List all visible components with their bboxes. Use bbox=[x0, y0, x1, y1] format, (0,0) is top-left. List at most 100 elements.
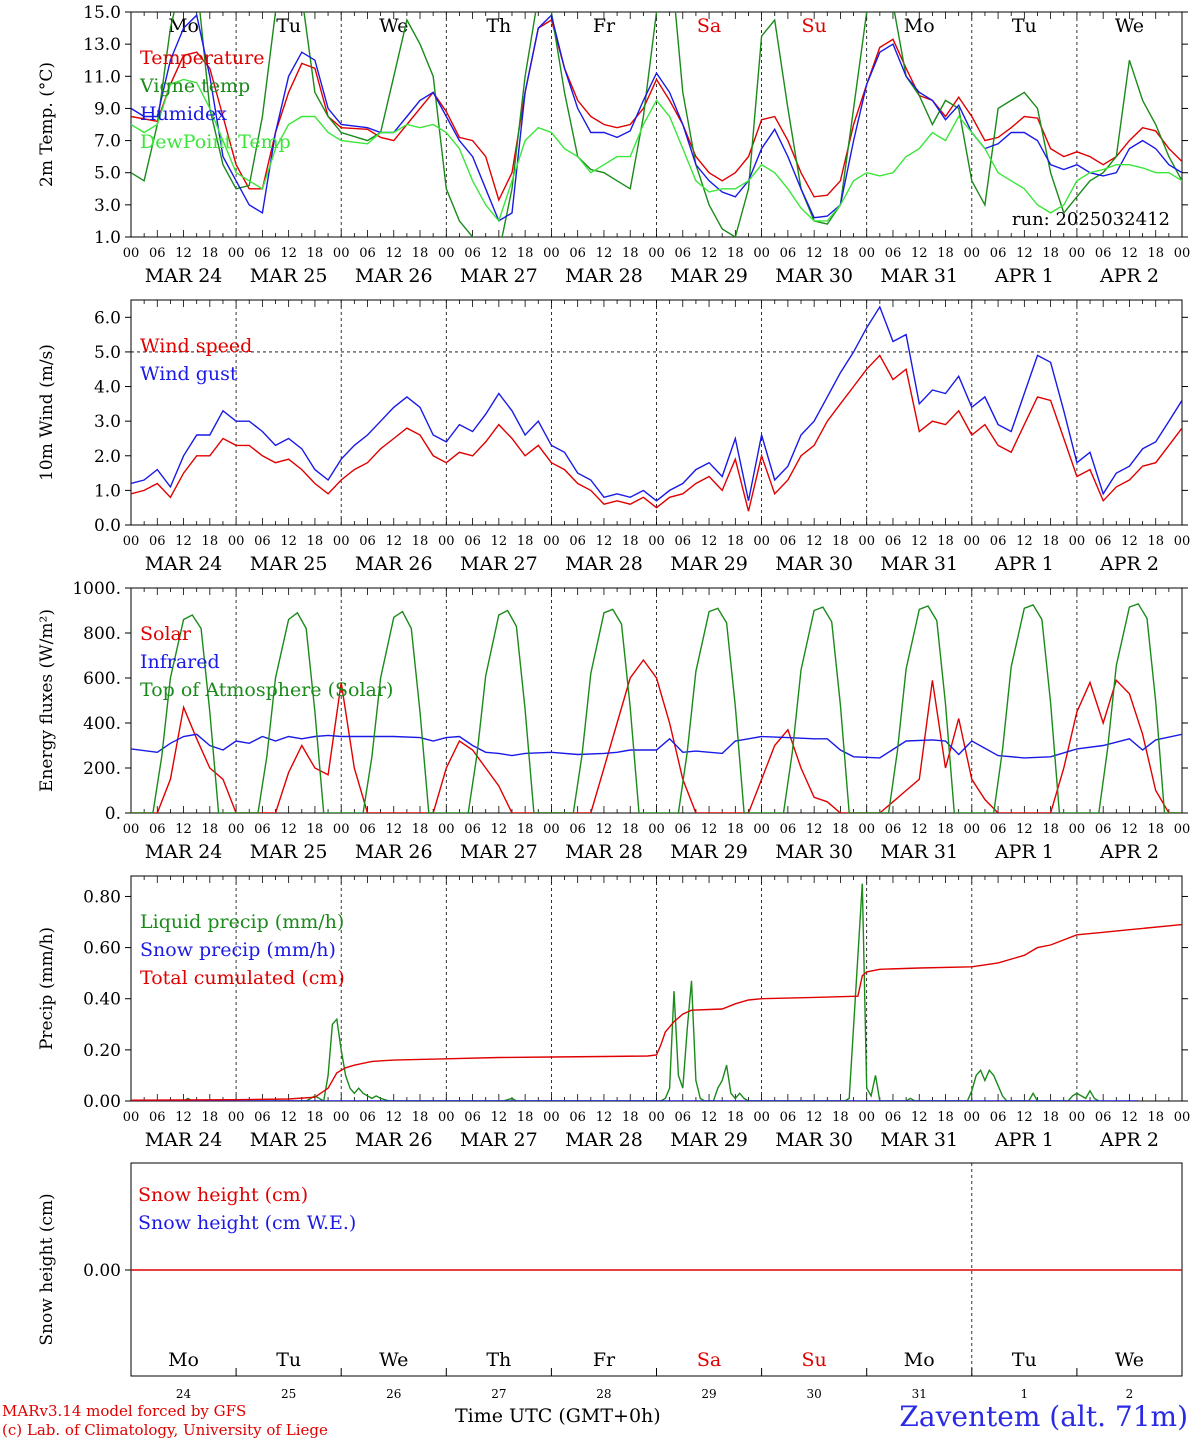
y-axis-label: 2m Temp. (°C) bbox=[37, 62, 57, 187]
hour-tick-label: 12 bbox=[385, 534, 402, 549]
date-label: MAR 28 bbox=[565, 265, 643, 287]
hour-tick-label: 12 bbox=[385, 246, 402, 261]
legend-entry: Wind gust bbox=[140, 363, 238, 385]
hour-tick-label: 18 bbox=[937, 822, 954, 837]
hour-tick-label: 18 bbox=[1042, 1110, 1059, 1125]
day-number-label: 31 bbox=[912, 1387, 927, 1401]
hour-tick-label: 00 bbox=[858, 822, 875, 837]
hour-tick-label: 00 bbox=[858, 246, 875, 261]
date-label: MAR 28 bbox=[565, 841, 643, 863]
y-axis-label: 10m Wind (m/s) bbox=[37, 344, 57, 481]
hour-tick-label: 18 bbox=[832, 246, 849, 261]
hour-tick-label: 18 bbox=[1147, 534, 1164, 549]
hour-tick-label: 00 bbox=[123, 1110, 140, 1125]
date-label: MAR 24 bbox=[145, 265, 223, 287]
hour-tick-label: 12 bbox=[491, 1110, 508, 1125]
y-tick-label: 4.0 bbox=[94, 378, 121, 398]
hour-tick-label: 18 bbox=[622, 822, 639, 837]
hour-tick-label: 12 bbox=[806, 1110, 823, 1125]
legend-entry: DewPoint Temp bbox=[140, 131, 291, 153]
hour-tick-label: 18 bbox=[202, 246, 219, 261]
series-line-humidex bbox=[131, 13, 1182, 222]
series-line-solar bbox=[131, 658, 1182, 813]
date-label: MAR 26 bbox=[355, 265, 433, 287]
legend-entry: Liquid precip (mm/h) bbox=[140, 911, 344, 933]
hour-tick-label: 00 bbox=[228, 246, 245, 261]
hour-tick-label: 18 bbox=[727, 246, 744, 261]
hour-tick-label: 18 bbox=[202, 534, 219, 549]
legend-entry: Temperature bbox=[140, 47, 264, 69]
hour-tick-label: 06 bbox=[1095, 534, 1112, 549]
hour-tick-label: 18 bbox=[727, 1110, 744, 1125]
weekday-label: Mo bbox=[904, 15, 935, 37]
weekday-label: We bbox=[1115, 15, 1144, 37]
day-number-label: 25 bbox=[281, 1387, 296, 1401]
hour-tick-label: 06 bbox=[885, 822, 902, 837]
day-number-label: 2 bbox=[1126, 1387, 1134, 1401]
hour-tick-label: 06 bbox=[675, 534, 692, 549]
day-number-label: 30 bbox=[807, 1387, 822, 1401]
date-label: MAR 29 bbox=[670, 553, 748, 575]
date-label: MAR 28 bbox=[565, 553, 643, 575]
day-number-label: 28 bbox=[596, 1387, 611, 1401]
hour-tick-label: 18 bbox=[307, 246, 324, 261]
hour-tick-label: 06 bbox=[464, 246, 481, 261]
hour-tick-label: 12 bbox=[701, 246, 718, 261]
date-label: MAR 31 bbox=[880, 553, 958, 575]
weekday-label: Tu bbox=[1012, 15, 1037, 37]
weekday-label: Tu bbox=[1012, 1349, 1037, 1371]
date-label: MAR 25 bbox=[250, 841, 328, 863]
hour-tick-label: 12 bbox=[175, 534, 192, 549]
hour-tick-label: 12 bbox=[701, 822, 718, 837]
hour-tick-label: 18 bbox=[307, 534, 324, 549]
hour-tick-label: 06 bbox=[359, 246, 376, 261]
day-number-label: 29 bbox=[701, 1387, 716, 1401]
hour-tick-label: 18 bbox=[1147, 246, 1164, 261]
y-axis-label: Snow height (cm) bbox=[37, 1193, 57, 1345]
date-label: MAR 30 bbox=[775, 553, 853, 575]
y-tick-label: 3.0 bbox=[94, 412, 121, 432]
date-label: MAR 24 bbox=[145, 1129, 223, 1151]
series-line-temperature bbox=[131, 18, 1182, 202]
hour-tick-label: 06 bbox=[464, 1110, 481, 1125]
weekday-label: Fr bbox=[593, 1349, 616, 1371]
hour-tick-label: 00 bbox=[1069, 822, 1086, 837]
hour-tick-label: 06 bbox=[149, 1110, 166, 1125]
legend-entry: Total cumulated (cm) bbox=[140, 967, 345, 989]
hour-tick-label: 00 bbox=[1069, 534, 1086, 549]
y-tick-label: 0. bbox=[105, 804, 121, 824]
date-label: MAR 25 bbox=[250, 553, 328, 575]
hour-tick-label: 18 bbox=[412, 246, 429, 261]
legend-entry: Humidex bbox=[140, 103, 227, 125]
hour-tick-label: 06 bbox=[464, 534, 481, 549]
hour-tick-label: 06 bbox=[464, 822, 481, 837]
hour-tick-label: 00 bbox=[228, 534, 245, 549]
hour-tick-label: 18 bbox=[412, 822, 429, 837]
date-label: APR 2 bbox=[1099, 265, 1159, 287]
y-tick-label: 0.80 bbox=[83, 887, 121, 907]
hour-tick-label: 12 bbox=[385, 822, 402, 837]
hour-tick-label: 12 bbox=[596, 534, 613, 549]
hour-tick-label: 18 bbox=[307, 1110, 324, 1125]
legend-entry: Vigne temp bbox=[139, 75, 250, 97]
hour-tick-label: 12 bbox=[175, 822, 192, 837]
hour-tick-label: 12 bbox=[596, 822, 613, 837]
date-label: APR 1 bbox=[994, 1129, 1054, 1151]
hour-tick-label: 12 bbox=[806, 822, 823, 837]
hour-tick-label: 00 bbox=[438, 1110, 455, 1125]
y-tick-label: 7.0 bbox=[94, 132, 121, 152]
hour-tick-label: 18 bbox=[202, 822, 219, 837]
date-label: APR 1 bbox=[994, 553, 1054, 575]
hour-tick-label: 00 bbox=[648, 534, 665, 549]
hour-tick-label: 18 bbox=[832, 1110, 849, 1125]
hour-tick-label: 06 bbox=[675, 822, 692, 837]
hour-tick-label: 18 bbox=[937, 246, 954, 261]
hour-tick-label: 06 bbox=[149, 246, 166, 261]
hour-tick-label: 00 bbox=[228, 822, 245, 837]
hour-tick-label: 00 bbox=[964, 822, 981, 837]
hour-tick-label: 12 bbox=[175, 1110, 192, 1125]
weekday-label: Sa bbox=[697, 1349, 721, 1371]
hour-tick-label: 06 bbox=[780, 246, 797, 261]
hour-tick-label: 12 bbox=[280, 822, 297, 837]
